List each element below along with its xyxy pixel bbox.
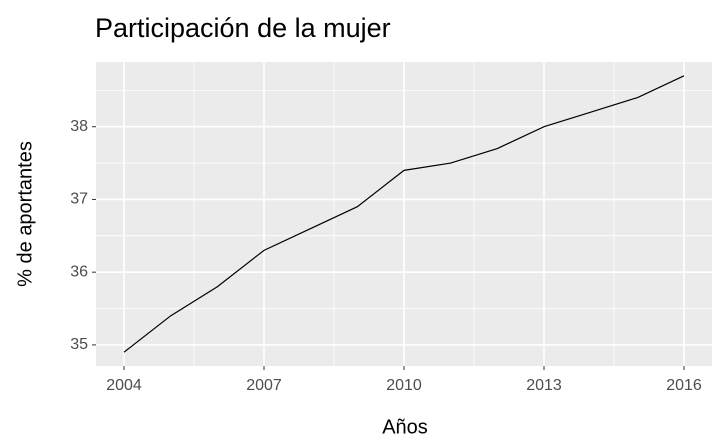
chart-title: Participación de la mujer bbox=[95, 13, 391, 43]
x-tick-label: 2007 bbox=[246, 377, 282, 394]
y-tick-label: 37 bbox=[70, 191, 88, 208]
x-tick-label: 2010 bbox=[386, 377, 422, 394]
y-tick-label: 38 bbox=[70, 118, 88, 135]
x-axis-title: Años bbox=[382, 416, 428, 438]
x-tick-label: 2004 bbox=[106, 377, 142, 394]
x-tick-label: 2013 bbox=[526, 377, 562, 394]
y-axis-title: % de aportantes bbox=[14, 141, 36, 287]
data-line bbox=[123, 75, 685, 353]
x-tick-label: 2016 bbox=[666, 377, 702, 394]
y-tick-label: 35 bbox=[70, 336, 88, 353]
y-tick-label: 36 bbox=[70, 263, 88, 280]
